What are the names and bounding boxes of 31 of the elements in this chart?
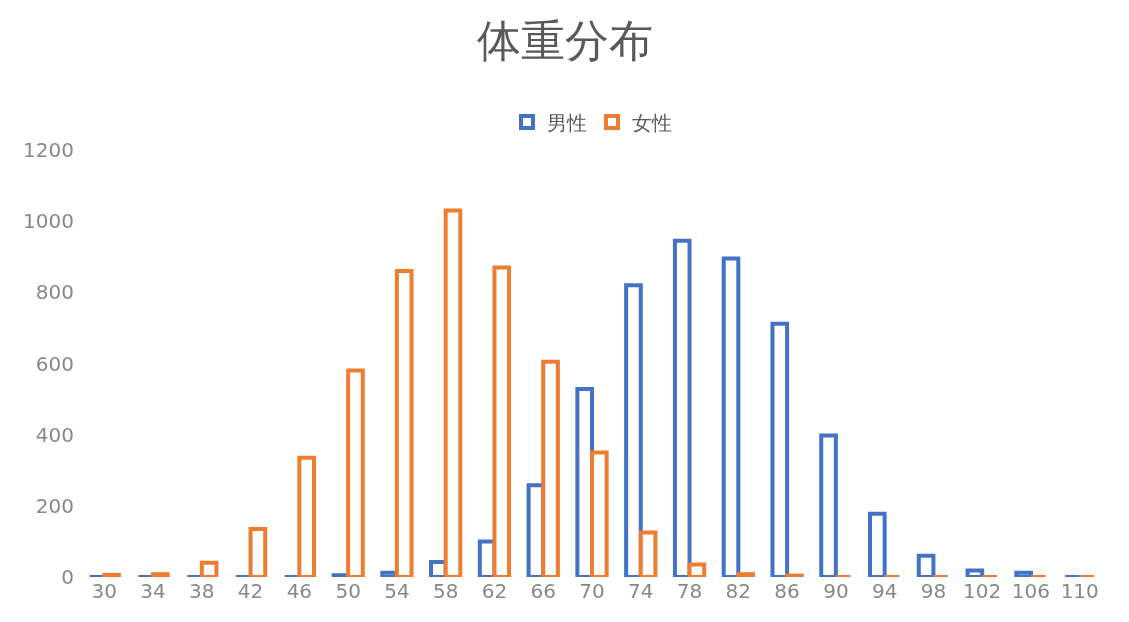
- y-tick-label: 800: [35, 280, 74, 305]
- x-tick-label: 66: [530, 579, 556, 603]
- chart-title: 体重分布: [476, 14, 653, 66]
- x-tick-label: 102: [963, 579, 1002, 603]
- y-tick-label: 600: [35, 351, 74, 376]
- x-tick-label: 106: [1011, 579, 1051, 603]
- x-tick-label: 38: [189, 579, 215, 603]
- y-tick-label: 1000: [23, 209, 74, 234]
- x-tick-label: 62: [481, 579, 508, 603]
- legend-label: 女性: [632, 110, 672, 135]
- y-tick-label: 1200: [23, 138, 74, 162]
- x-tick-label: 90: [823, 579, 849, 603]
- legend-label: 男性: [547, 110, 587, 135]
- y-tick-label: 400: [35, 422, 74, 447]
- x-tick-label: 34: [140, 579, 166, 603]
- x-tick-label: 86: [774, 579, 800, 603]
- x-tick-label: 54: [384, 579, 410, 603]
- x-tick-label: 94: [871, 579, 898, 603]
- x-tick-label: 42: [237, 579, 264, 603]
- x-tick-label: 30: [91, 579, 117, 603]
- x-tick-label: 46: [286, 579, 313, 603]
- x-tick-label: 98: [920, 579, 947, 603]
- x-tick-label: 78: [676, 579, 703, 603]
- x-tick-label: 110: [1060, 579, 1099, 603]
- x-tick-label: 82: [725, 579, 752, 603]
- x-tick-label: 58: [432, 579, 459, 603]
- y-tick-label: 0: [61, 565, 74, 589]
- y-tick-label: 200: [35, 493, 74, 518]
- x-tick-label: 50: [335, 579, 361, 603]
- x-tick-label: 70: [579, 579, 605, 603]
- x-tick-label: 74: [628, 579, 654, 603]
